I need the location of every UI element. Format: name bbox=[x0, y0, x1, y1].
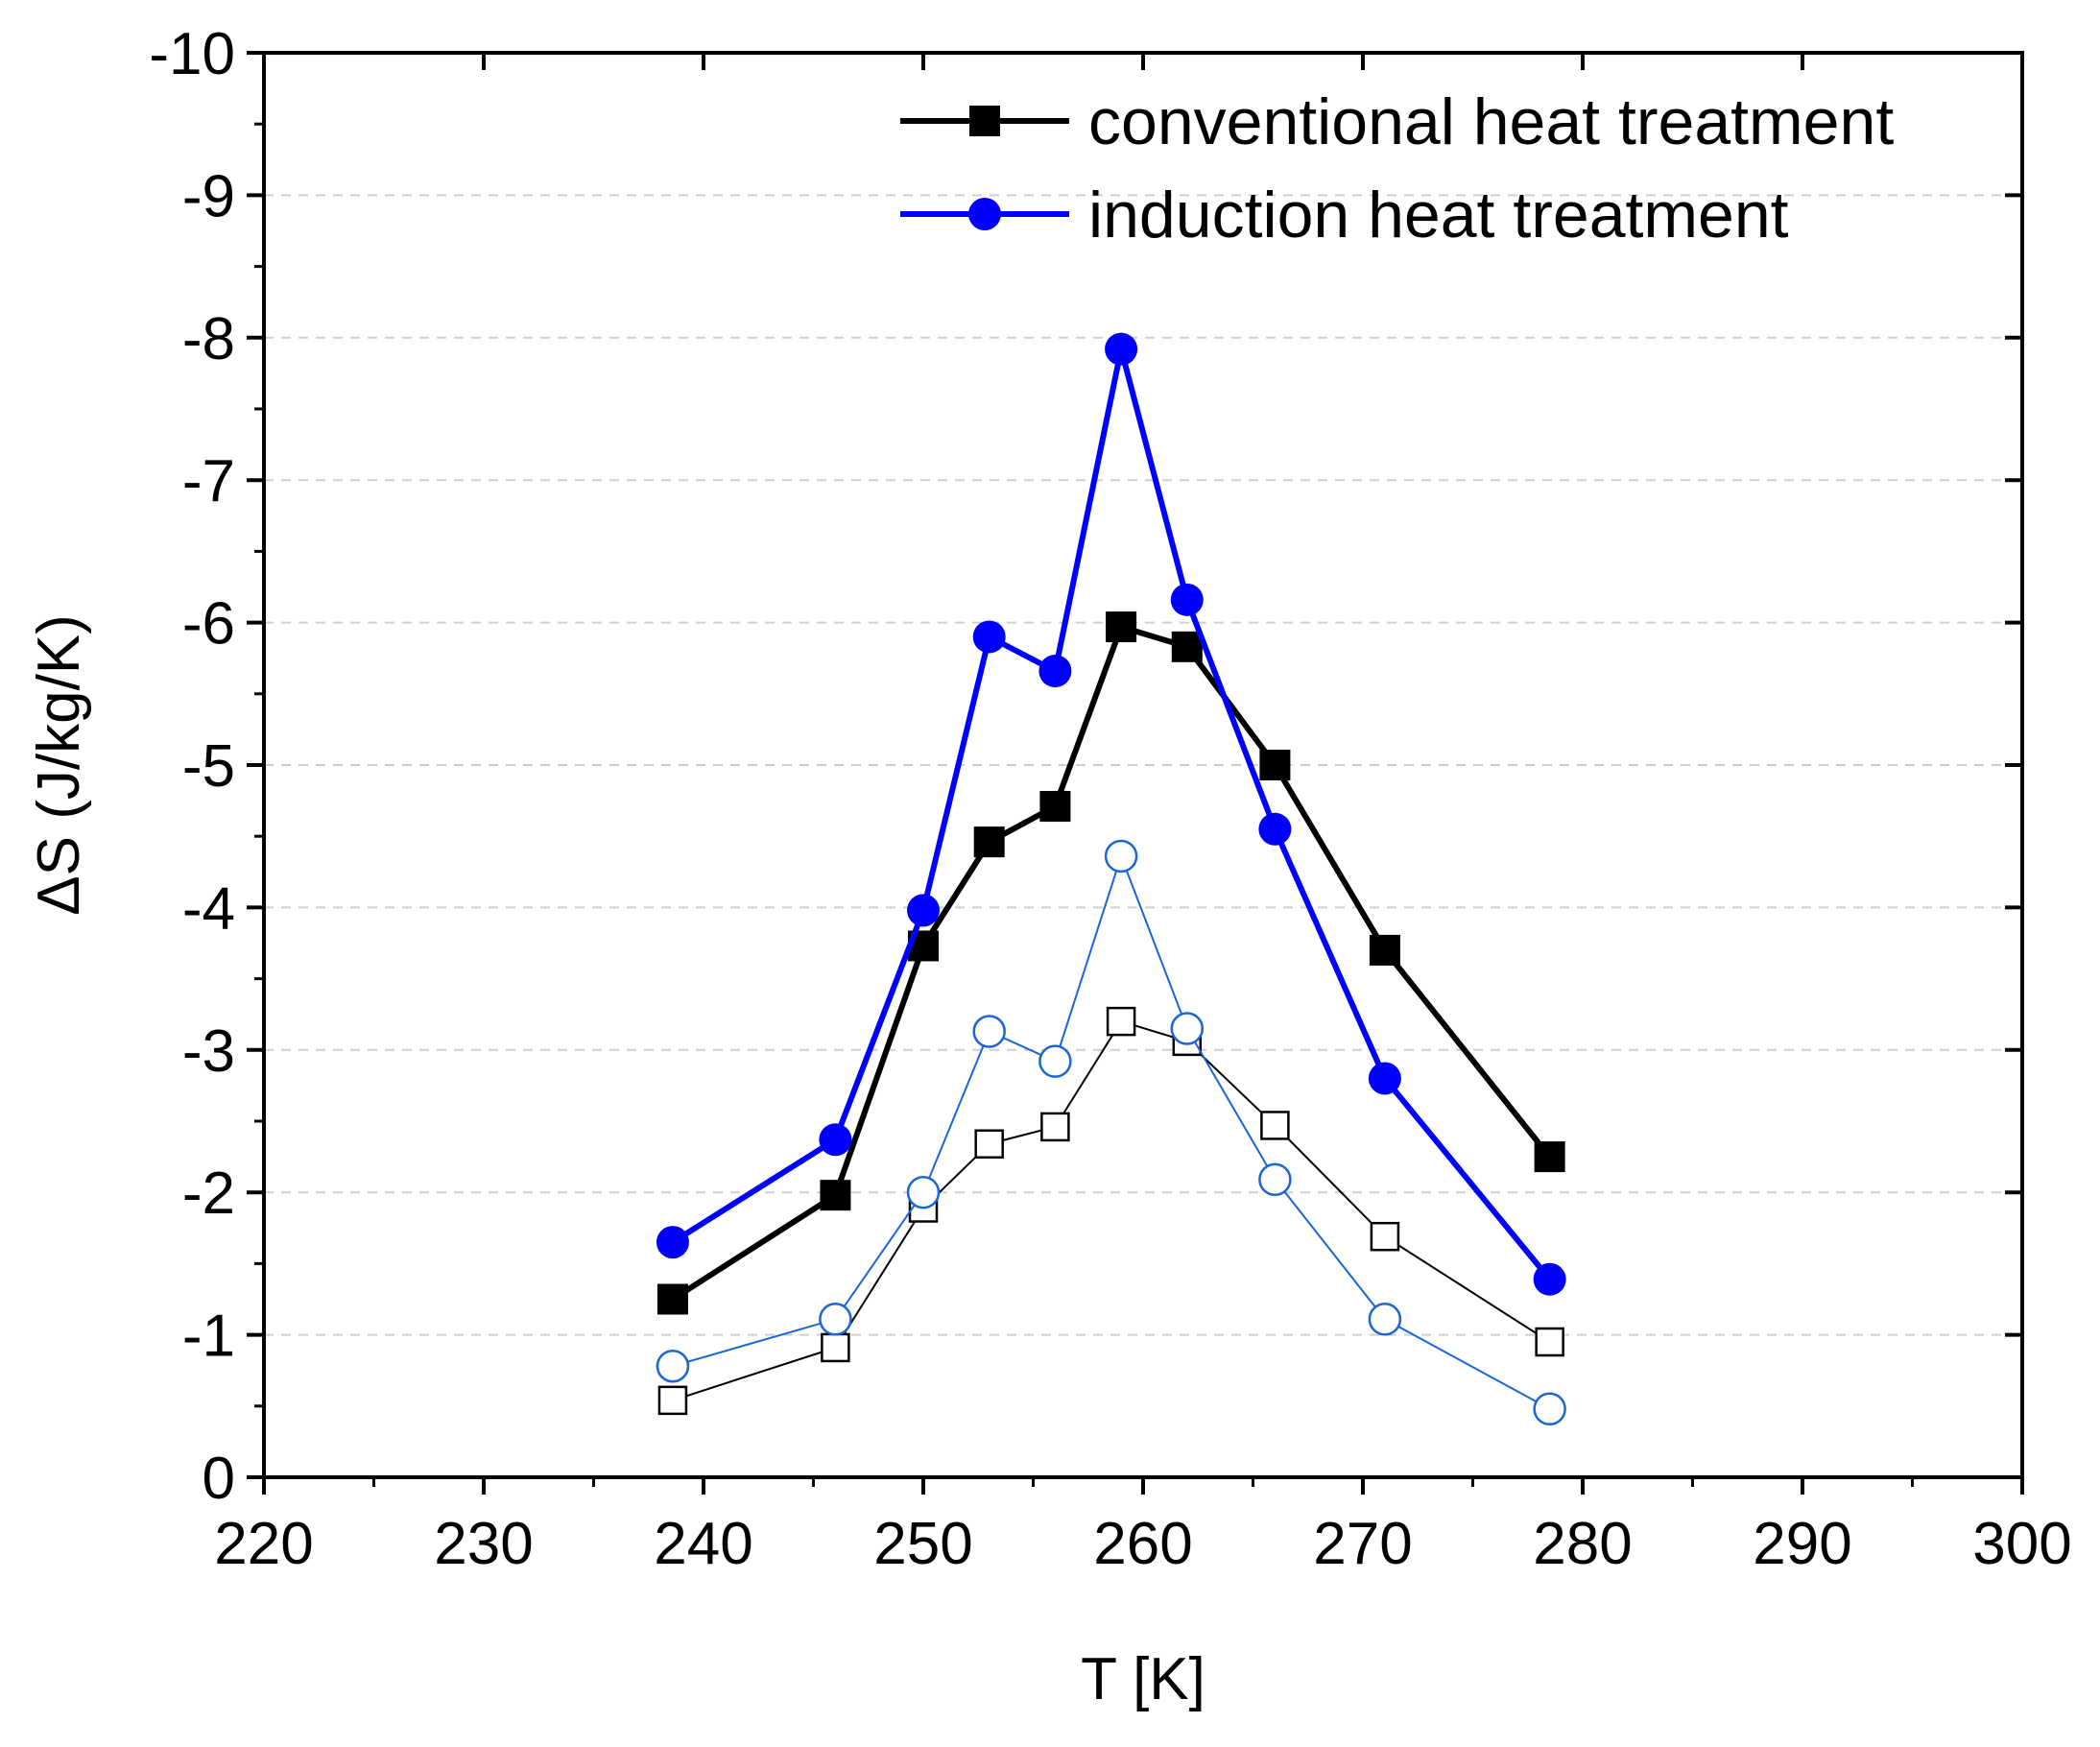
series-line bbox=[671, 347, 1552, 1281]
x-tick-label: 220 bbox=[214, 1511, 313, 1577]
data-point-square bbox=[1040, 1112, 1070, 1142]
x-tick-label: 290 bbox=[1753, 1511, 1851, 1577]
data-point-circle bbox=[1258, 812, 1292, 846]
y-tick-label: -1 bbox=[182, 1304, 235, 1370]
data-point-square bbox=[656, 1283, 688, 1315]
data-point-square bbox=[820, 1180, 851, 1211]
data-point-circle bbox=[972, 1015, 1006, 1048]
data-point-circle bbox=[1533, 1262, 1566, 1296]
x-tick-label: 300 bbox=[1972, 1511, 2071, 1577]
data-point-square bbox=[1369, 934, 1400, 966]
y-tick-label: -4 bbox=[182, 875, 235, 942]
data-point-square bbox=[1370, 1221, 1400, 1252]
data-point-circle bbox=[819, 1123, 852, 1157]
series-line bbox=[672, 1019, 1551, 1401]
data-point-circle bbox=[906, 1175, 941, 1209]
x-axis-title: T [K] bbox=[1081, 1646, 1205, 1712]
data-point-circle bbox=[819, 1303, 852, 1336]
data-point-circle bbox=[1170, 583, 1204, 616]
data-point-square bbox=[1535, 1327, 1564, 1357]
data-point-circle bbox=[1368, 1062, 1401, 1095]
data-point-square bbox=[1534, 1141, 1565, 1173]
series-line bbox=[671, 623, 1552, 1303]
y-tick-label: -3 bbox=[182, 1018, 235, 1085]
y-tick-label: -9 bbox=[182, 163, 235, 229]
y-tick-label: -10 bbox=[149, 21, 235, 87]
data-point-square bbox=[974, 1129, 1004, 1159]
y-gridlines bbox=[264, 194, 2022, 1336]
y-axis-ticks: 0 -1 -2 -3 -4 -5 -6 -7 -8 -9 -10 bbox=[149, 21, 2022, 1512]
legend-marker-conventional bbox=[969, 106, 1000, 136]
data-point-circle bbox=[1038, 655, 1072, 688]
data-point-circle bbox=[972, 620, 1006, 654]
data-point-circle bbox=[1533, 1392, 1566, 1426]
data-point-square bbox=[821, 1332, 850, 1363]
data-point-square bbox=[657, 1385, 688, 1416]
data-point-square bbox=[1106, 1006, 1136, 1037]
series-3 bbox=[656, 839, 1566, 1426]
data-point-square bbox=[1259, 750, 1291, 780]
y-tick-label: 0 bbox=[203, 1446, 235, 1512]
series-line bbox=[672, 852, 1551, 1410]
x-axis-ticks: 220 230 240 250 260 270 280 290 300 bbox=[214, 53, 2072, 1577]
legend-label-conventional: conventional heat treatment bbox=[1088, 85, 1894, 158]
y-tick-label: -5 bbox=[182, 733, 235, 800]
x-tick-label: 260 bbox=[1093, 1511, 1192, 1577]
data-point-circle bbox=[907, 894, 940, 927]
series-2 bbox=[657, 1006, 1564, 1416]
y-tick-label: -8 bbox=[182, 306, 235, 372]
y-tick-label: -7 bbox=[182, 448, 235, 515]
y-tick-label: -2 bbox=[182, 1161, 235, 1227]
series-1 bbox=[656, 332, 1566, 1296]
data-point-circle bbox=[1104, 839, 1138, 874]
x-tick-label: 250 bbox=[873, 1511, 972, 1577]
data-point-circle bbox=[1368, 1303, 1402, 1336]
data-point-circle bbox=[1258, 1162, 1292, 1197]
legend: conventional heat treatment induction he… bbox=[900, 85, 1894, 251]
data-point-square bbox=[1039, 791, 1071, 823]
data-point-square bbox=[1171, 631, 1203, 662]
x-tick-label: 280 bbox=[1533, 1511, 1632, 1577]
x-tick-label: 270 bbox=[1313, 1511, 1412, 1577]
legend-marker-induction bbox=[968, 198, 1001, 230]
y-axis-title: ΔS (J/kg/K) bbox=[26, 614, 92, 916]
legend-label-induction: induction heat treatment bbox=[1088, 179, 1789, 251]
y-tick-label: -6 bbox=[182, 591, 235, 658]
data-point-circle bbox=[656, 1349, 690, 1383]
data-point-square bbox=[1260, 1111, 1290, 1140]
x-tick-label: 230 bbox=[434, 1511, 533, 1577]
x-tick-label: 240 bbox=[654, 1511, 752, 1577]
data-point-circle bbox=[1170, 1012, 1205, 1045]
data-point-square bbox=[1106, 611, 1137, 643]
data-point-circle bbox=[1038, 1044, 1072, 1078]
plot-series bbox=[656, 332, 1566, 1426]
series-0 bbox=[656, 611, 1565, 1315]
data-point-square bbox=[973, 826, 1005, 858]
data-point-circle bbox=[1105, 332, 1138, 366]
data-point-circle bbox=[656, 1226, 689, 1259]
